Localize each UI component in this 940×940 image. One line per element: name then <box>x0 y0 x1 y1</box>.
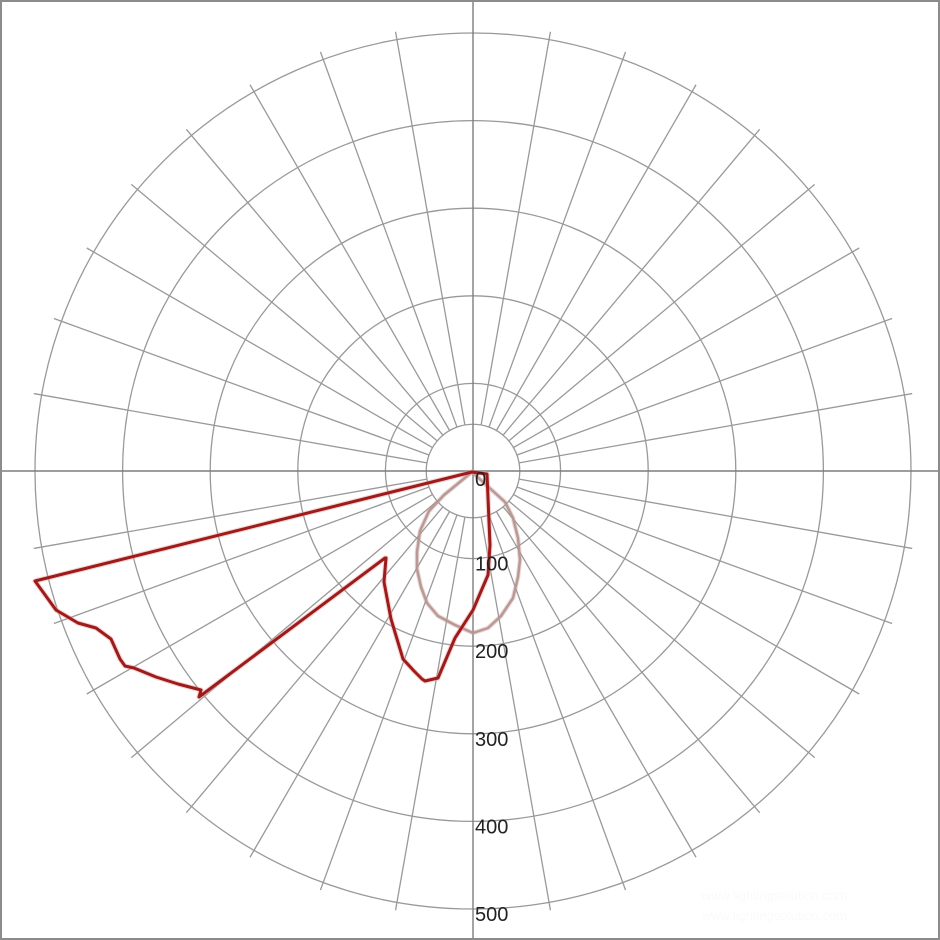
svg-text:www.lightingsolution.com: www.lightingsolution.com <box>701 908 847 923</box>
svg-text:400: 400 <box>475 816 508 838</box>
svg-text:0: 0 <box>475 469 486 491</box>
svg-text:500: 500 <box>475 904 508 926</box>
svg-text:100: 100 <box>475 554 508 576</box>
svg-text:www.lightingsolution.com: www.lightingsolution.com <box>701 888 847 903</box>
svg-text:300: 300 <box>475 729 508 751</box>
svg-text:200: 200 <box>475 641 508 663</box>
